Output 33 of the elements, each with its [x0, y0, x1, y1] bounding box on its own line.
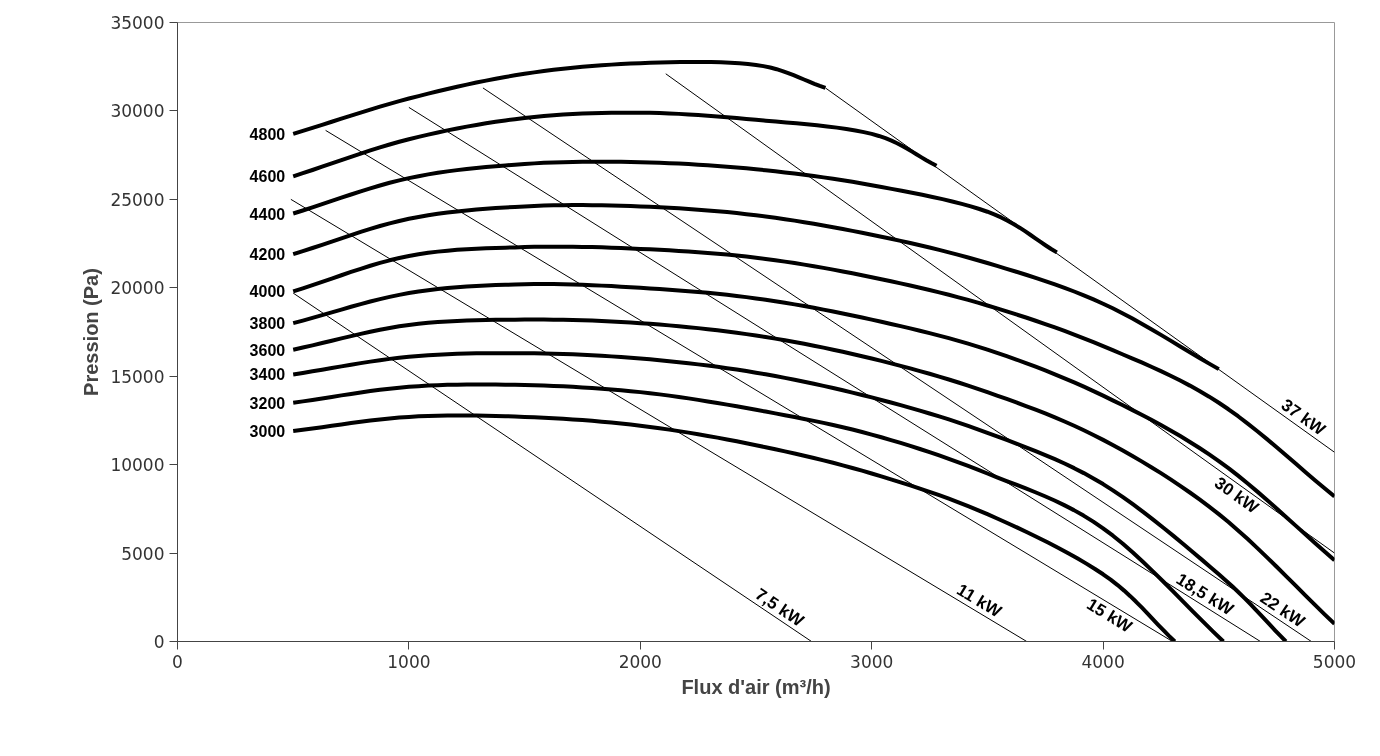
y-axis-title: Pression (Pa)	[80, 268, 103, 396]
x-tick-label: 2000	[618, 651, 662, 672]
x-tick-label: 4000	[1081, 651, 1125, 672]
y-tick-label: 5000	[121, 543, 165, 564]
x-tick-label: 0	[172, 651, 183, 672]
y-tick-label: 20000	[110, 278, 165, 299]
text: 30 kW	[1211, 473, 1263, 518]
y-tick-label: 25000	[110, 189, 165, 210]
series-label: 3600	[249, 341, 286, 359]
series-label: 3200	[249, 394, 286, 412]
y-tick-label: 15000	[110, 366, 165, 387]
text: 11 kW	[953, 580, 1006, 622]
x-tick-label: 5000	[1312, 651, 1357, 672]
y-tick-label: 35000	[110, 13, 165, 33]
y-tick-label: 10000	[110, 455, 165, 476]
text: 7,5 kW	[751, 584, 808, 632]
x-tick-label: 1000	[387, 651, 431, 672]
series-label: 3000	[249, 423, 286, 441]
series-label: 4800	[249, 125, 286, 143]
series-label: 4400	[249, 205, 286, 223]
y-tick-label: 0	[153, 632, 165, 652]
series-label: 4600	[249, 168, 286, 186]
text: 15 kW	[1083, 594, 1137, 637]
text: 37 kW	[1277, 395, 1330, 440]
text: 22 kW	[1256, 588, 1309, 632]
x-tick-label: 3000	[850, 651, 894, 672]
series-label: 4200	[249, 246, 286, 264]
y-tick-label: 30000	[110, 101, 165, 122]
text: 18,5 kW	[1172, 569, 1238, 620]
series-label: 4000	[249, 283, 286, 301]
x-axis-title: Flux d'air (m³/h)	[681, 675, 831, 698]
series-label: 3400	[249, 366, 286, 384]
series-label: 3800	[249, 315, 286, 333]
